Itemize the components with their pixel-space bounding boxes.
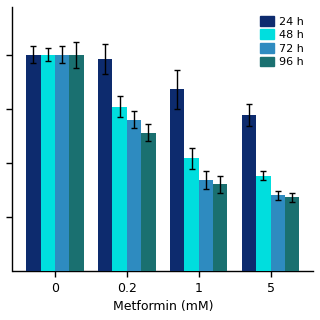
Bar: [55, 55, 69, 271]
Bar: [271, 195, 285, 271]
Bar: [69, 55, 84, 271]
X-axis label: Metformin (mM): Metformin (mM): [113, 300, 213, 313]
Bar: [242, 115, 256, 271]
Bar: [26, 55, 41, 271]
Bar: [184, 158, 199, 271]
Bar: [256, 176, 271, 271]
Bar: [112, 107, 127, 271]
Legend: 24 h, 48 h, 72 h, 96 h: 24 h, 48 h, 72 h, 96 h: [257, 12, 308, 71]
Bar: [41, 55, 55, 271]
Bar: [141, 132, 156, 271]
Bar: [127, 120, 141, 271]
Bar: [170, 89, 184, 271]
Bar: [199, 180, 213, 271]
Bar: [285, 197, 300, 271]
Bar: [98, 59, 112, 271]
Bar: [213, 185, 228, 271]
